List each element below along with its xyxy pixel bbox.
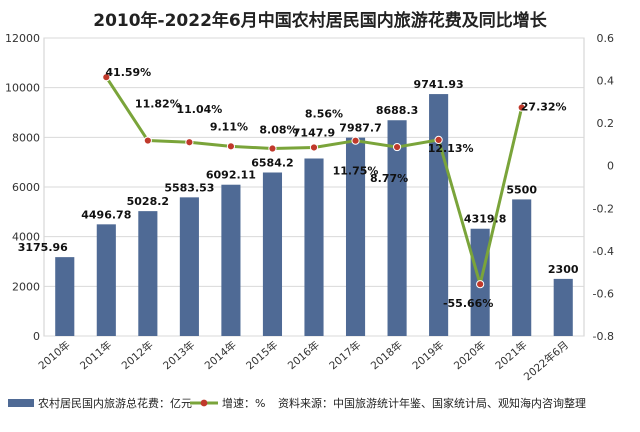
line-layer [102, 73, 526, 289]
line-data-label: 9.11% [210, 120, 248, 133]
bar [553, 278, 573, 336]
y-left-tick-label: 4000 [12, 231, 40, 244]
line-data-label: 11.82% [135, 98, 181, 111]
growth-marker [434, 135, 443, 144]
y-right-tick-label: -0.2 [593, 202, 614, 215]
legend-label-spend: 农村居民国内旅游总花费：亿元 [38, 396, 192, 410]
growth-marker [226, 142, 236, 151]
line-data-label: 12.13% [428, 142, 474, 155]
bar [512, 199, 532, 336]
legend-label-growth: 增速：% [222, 396, 265, 410]
bar-data-label: 6584.2 [251, 156, 293, 169]
y-right-tick-label: 0.6 [597, 32, 615, 45]
growth-marker [309, 143, 319, 152]
label-layer: 3175.96 4496.785028.25583.536092.116584.2… [18, 66, 579, 310]
growth-marker [143, 136, 152, 145]
line-data-label: 11.75% [333, 165, 379, 178]
growth-marker [351, 136, 360, 145]
x-tick-label: 2011年 [77, 338, 114, 372]
x-tick-label: 2016年 [285, 338, 322, 372]
bar [345, 137, 366, 336]
y-right-tick-label: 0.4 [597, 75, 615, 88]
line-data-label: 8.08% [259, 124, 297, 137]
bar [304, 158, 324, 336]
bar-data-label: 5500 [506, 183, 537, 196]
x-tick-label: 2013年 [160, 338, 197, 372]
bar-data-label: 5583.53 [164, 181, 214, 194]
bar [262, 172, 283, 336]
x-tick-label: 2022年6月 [521, 338, 571, 383]
line-data-label: -55.66% [443, 297, 493, 310]
bar-data-label: 4496.78 [81, 208, 131, 221]
bar [96, 224, 116, 336]
bar [138, 211, 158, 336]
bar-data-label: 8688.3 [376, 104, 418, 117]
bar-data-label: 5028.2 [127, 195, 169, 208]
bar-data-label: 2300 [548, 263, 579, 276]
y-left-tick-label: 8000 [12, 131, 40, 144]
bar-layer [55, 94, 573, 337]
bar-data-label: 7147.9 [293, 126, 335, 139]
y-right-tick-label: -0.8 [593, 330, 614, 343]
y-right-tick-label: 0.2 [597, 117, 615, 130]
growth-marker [392, 142, 402, 152]
y-left-tick-label: 0 [33, 330, 40, 343]
bar-data-label: 6092.11 [206, 169, 256, 182]
x-tick-label: 2017年 [327, 338, 364, 372]
growth-marker [102, 73, 111, 82]
x-tick-label: 2021年 [493, 338, 530, 372]
y-right-tick-label: -0.4 [593, 245, 614, 258]
bar [221, 184, 241, 336]
bar [179, 197, 199, 336]
legend-swatch-marker [200, 399, 208, 407]
y-left-tick-label: 10000 [5, 82, 40, 95]
growth-marker [476, 280, 485, 289]
bar-data-label: 7987.7 [339, 122, 381, 135]
source-note: 资料来源：中国旅游统计年鉴、国家统计局、观知海内咨询整理 [278, 396, 586, 410]
bar [55, 257, 75, 336]
growth-marker [517, 103, 526, 112]
x-tick-label: 2020年 [451, 338, 488, 372]
bar [387, 120, 407, 337]
y-left-tick-label: 2000 [12, 280, 40, 293]
bar-data-label: 9741.93 [414, 78, 464, 91]
x-tick-label: 2015年 [244, 338, 281, 372]
growth-marker [185, 138, 194, 147]
x-tick-label: 2014年 [202, 338, 239, 372]
line-data-label: 8.77% [370, 172, 408, 185]
legend: 农村居民国内旅游总花费：亿元 增速：% 资料来源：中国旅游统计年鉴、国家统计局、观知… [8, 396, 586, 410]
y-left-tick-label: 12000 [5, 32, 40, 45]
bar-data-label: 4319.8 [464, 213, 506, 226]
x-tick-label: 2018年 [368, 338, 405, 372]
x-tick-label: 2012年 [119, 338, 156, 372]
line-data-label: 41.59% [105, 66, 151, 79]
y-left-tick-label: 6000 [12, 181, 40, 194]
bar-data-label: 3175.96 [18, 241, 68, 254]
y-right-tick-label: -0.6 [593, 287, 614, 300]
growth-marker [268, 144, 277, 153]
line-data-label: 27.32% [521, 101, 567, 114]
x-tick-label: 2019年 [410, 338, 447, 372]
legend-swatch-bar [8, 399, 34, 407]
y-right-tick-label: 0 [607, 160, 614, 173]
x-tick-label: 2010年 [36, 338, 73, 372]
line-data-label: 8.56% [305, 107, 343, 120]
line-data-label: 11.04% [176, 103, 222, 116]
chart-title: 2010年-2022年6月中国农村居民国内旅游花费及同比增长 [93, 10, 548, 31]
